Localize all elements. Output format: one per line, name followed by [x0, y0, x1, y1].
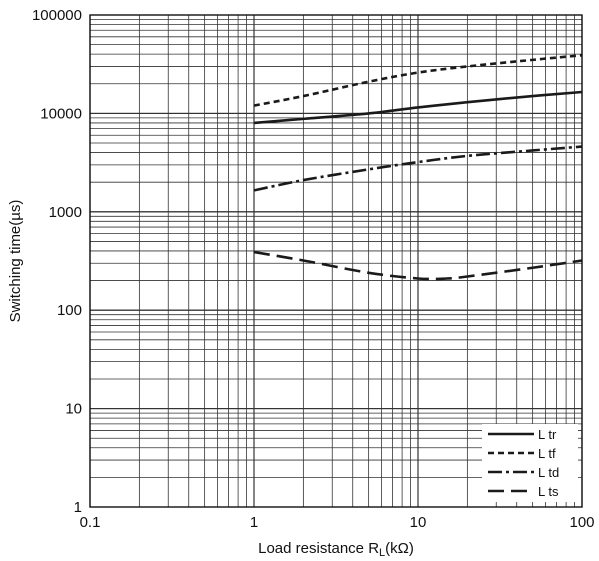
x-axis-title: Load resistance RL(kΩ) [258, 540, 414, 559]
series-line-l-tr [253, 90, 583, 125]
series-line-l-ts [253, 250, 583, 281]
legend: L tr L tf L td L ts [482, 424, 578, 502]
series-line-l-tf [253, 53, 583, 107]
x-axis-title-main: Load resistance R [258, 540, 379, 557]
y-tick-labels: 1 10 100 1000 10000 100000 [32, 7, 82, 516]
y-tick-label: 1000 [49, 204, 82, 221]
y-tick-label: 1 [74, 499, 82, 516]
x-tick-label: 0.1 [80, 514, 101, 531]
legend-box [482, 424, 578, 502]
legend-label: L td [538, 465, 559, 480]
series-lines [253, 53, 583, 281]
legend-label: L tr [538, 427, 557, 442]
legend-label: L tf [538, 446, 556, 461]
x-tick-label: 100 [569, 514, 594, 531]
y-tick-label: 100000 [32, 7, 82, 24]
series-line-l-td [253, 145, 583, 192]
x-tick-label: 1 [250, 514, 258, 531]
x-axis-title-subscript: L [379, 547, 385, 559]
y-tick-label: 10000 [40, 105, 82, 122]
plot-frame [89, 14, 583, 508]
legend-label: L ts [538, 484, 559, 499]
y-tick-label: 100 [57, 302, 82, 319]
x-tick-labels: 0.1 1 10 100 [80, 514, 595, 531]
x-axis-title-unit: (kΩ) [385, 540, 414, 557]
x-tick-label: 10 [410, 514, 427, 531]
y-tick-label: 10 [65, 401, 82, 418]
y-axis-title: Switching time(µs) [7, 200, 24, 323]
